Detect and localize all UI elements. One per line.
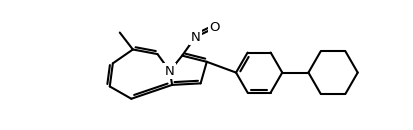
Text: N: N [164,64,174,77]
Text: N: N [190,31,199,44]
Text: O: O [209,21,219,34]
